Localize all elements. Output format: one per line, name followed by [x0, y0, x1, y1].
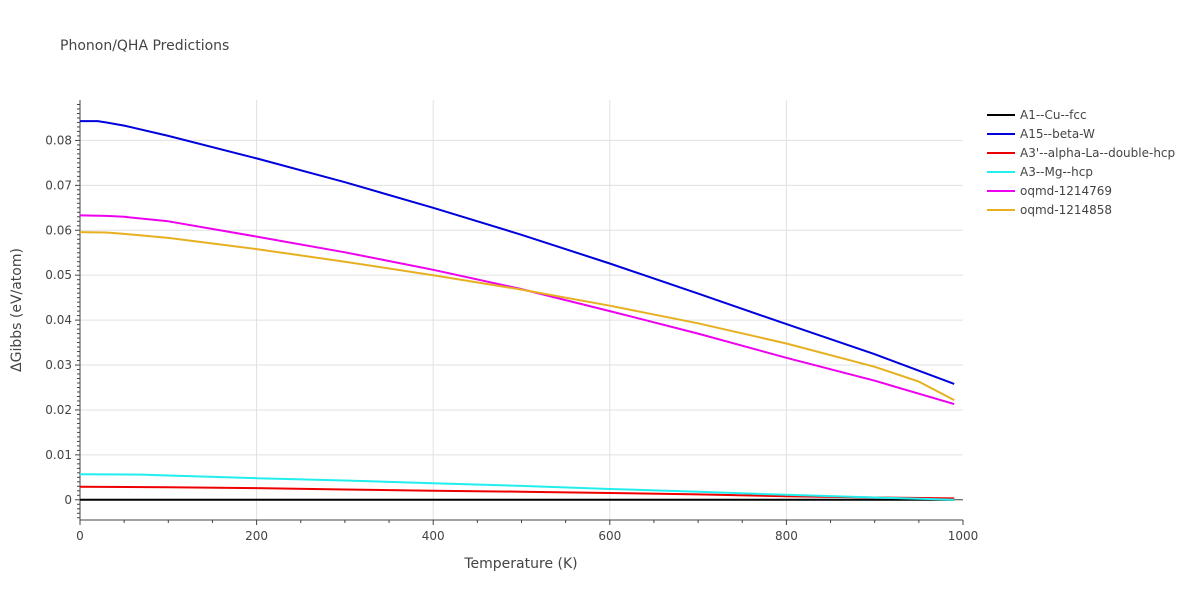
series-line — [79, 214, 955, 406]
y-tick-label: 0.01 — [45, 448, 72, 462]
y-axis-label: ΔGibbs (eV/atom) — [9, 248, 25, 372]
x-tick-label: 0 — [76, 529, 84, 543]
x-tick-label: 600 — [598, 529, 621, 543]
legend-entry: oqmd-1214858 — [1020, 203, 1112, 217]
series-line — [80, 120, 955, 385]
legend-entry: A3'--alpha-La--double-hcp — [1020, 146, 1175, 160]
tick-labels: 0 200 400 600 800 1000 0 0.01 0.02 0.03 0.04 0.05 0.… — [45, 133, 978, 543]
legend-entry: A3--Mg--hcp — [1020, 165, 1093, 179]
x-tick-label: 200 — [245, 529, 268, 543]
plot-lines — [79, 120, 955, 501]
y-tick-label: 0.07 — [45, 178, 72, 192]
y-tick-label: 0.02 — [45, 403, 72, 417]
y-tick-label: 0.03 — [45, 358, 72, 372]
y-tick-label: 0.08 — [45, 133, 72, 147]
y-tick-label: 0.06 — [45, 223, 72, 237]
axes — [75, 100, 964, 525]
y-tick-label: 0.05 — [45, 268, 72, 282]
grid — [80, 100, 963, 520]
x-axis-label: Temperature (K) — [463, 556, 577, 572]
series-line — [79, 473, 955, 501]
x-tick-label: 400 — [422, 529, 445, 543]
legend-entry: A15--beta-W — [1020, 127, 1095, 141]
y-tick-label: 0.04 — [45, 313, 72, 327]
x-tick-label: 1000 — [948, 529, 979, 543]
y-tick-label: 0 — [64, 493, 72, 507]
legend-entry: oqmd-1214769 — [1020, 184, 1112, 198]
legend-entry: A1--Cu--fcc — [1020, 108, 1087, 122]
legend: A1--Cu--fcc A15--beta-W A3'--alpha-La--dou… — [987, 108, 1175, 217]
series-line — [79, 231, 955, 401]
x-tick-label: 800 — [775, 529, 798, 543]
chart-title: Phonon/QHA Predictions — [60, 38, 229, 54]
